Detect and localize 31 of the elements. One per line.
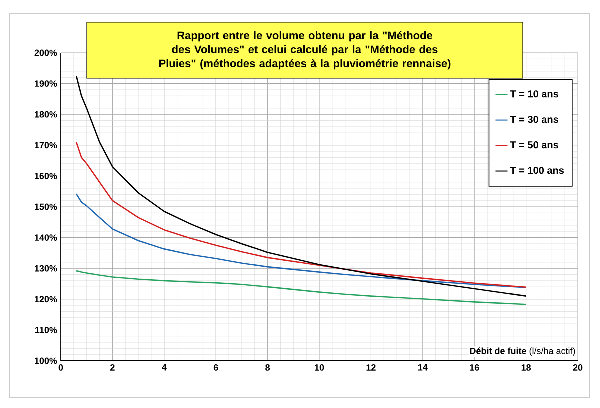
y-tick-label: 160% — [35, 173, 58, 180]
y-tick-label: 140% — [35, 234, 58, 241]
line-series — [76, 142, 527, 288]
x-axis-title: Débit de fuite (l/s/ha actif) — [470, 348, 576, 356]
x-tick-label: 16 — [470, 364, 480, 371]
y-tick-label: 130% — [35, 265, 58, 272]
x-tick-label: 12 — [366, 364, 376, 371]
x-tick-label: 6 — [214, 364, 218, 371]
x-tick-label: 4 — [162, 364, 167, 371]
y-tick-label: 200% — [34, 50, 58, 56]
y-tick-label: 190% — [35, 80, 58, 87]
x-tick-label: 8 — [266, 364, 270, 371]
line-series — [76, 193, 527, 288]
y-tick-label: 100% — [35, 358, 58, 364]
x-tick-label: 2 — [110, 364, 115, 371]
y-tick-label: 180% — [35, 111, 58, 118]
legend-label: T = 50 ans — [510, 142, 558, 149]
x-tick-label: 18 — [522, 364, 532, 371]
x-tick-label: 14 — [418, 364, 428, 371]
line-series — [76, 270, 527, 306]
legend-label: T = 30 ans — [510, 116, 558, 124]
x-tick-label: 0 — [58, 364, 64, 371]
x-tick-label: 20 — [573, 364, 583, 371]
y-tick-label: 120% — [35, 296, 58, 303]
x-tick-label: 10 — [315, 364, 324, 371]
y-tick-label: 150% — [35, 204, 58, 210]
legend-label: T = 10 ans — [510, 90, 558, 98]
chart-title: Rapport entre le volume obtenu par la "Méthode des Volumes" et celui calculé par la "Méthode des Pluies" (méthodes adaptées à la pluviométrie rennaise) — [159, 31, 451, 70]
y-tick-label: 170% — [35, 142, 58, 149]
y-tick-label: 110% — [36, 327, 58, 334]
legend-label: T = 100 ans — [510, 167, 564, 174]
